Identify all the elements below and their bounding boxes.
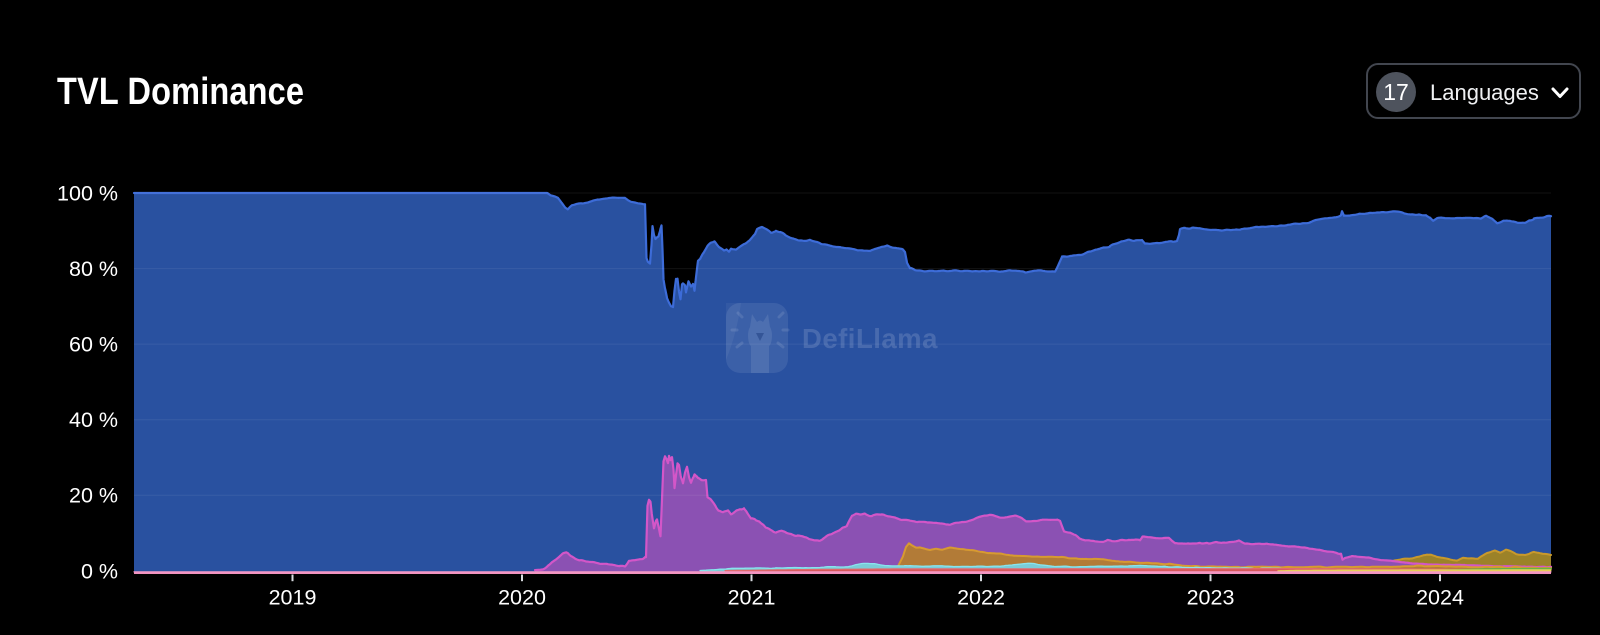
svg-text:100 %: 100 %	[57, 182, 118, 206]
svg-text:2021: 2021	[728, 586, 776, 610]
svg-text:2024: 2024	[1416, 586, 1464, 610]
svg-text:2023: 2023	[1187, 586, 1235, 610]
svg-text:DefiLlama: DefiLlama	[802, 323, 938, 354]
svg-text:40 %: 40 %	[69, 408, 118, 432]
svg-text:2022: 2022	[957, 586, 1005, 610]
svg-text:2020: 2020	[498, 586, 546, 610]
svg-text:2019: 2019	[269, 586, 317, 610]
svg-text:80 %: 80 %	[69, 257, 118, 281]
svg-text:60 %: 60 %	[69, 333, 118, 357]
svg-text:0 %: 0 %	[81, 559, 118, 583]
svg-text:20 %: 20 %	[69, 484, 118, 508]
